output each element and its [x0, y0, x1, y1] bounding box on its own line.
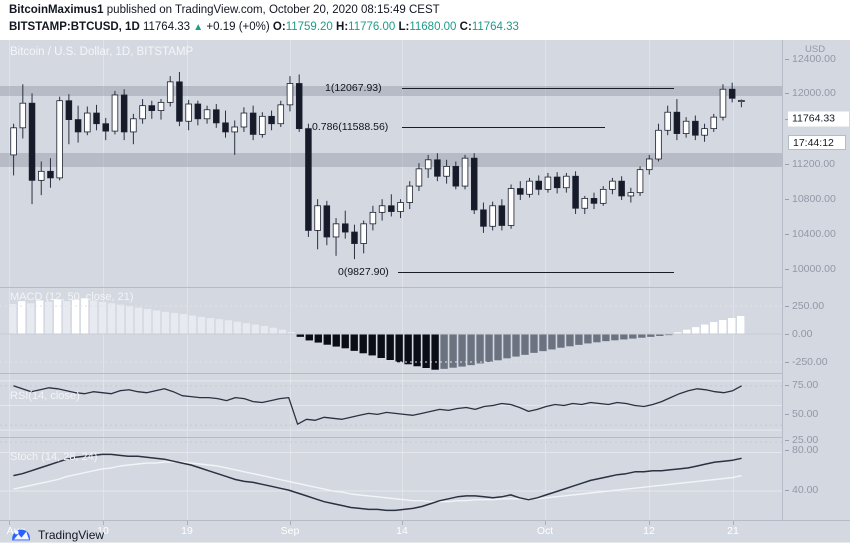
stochastic-line-series [0, 441, 782, 512]
vertical-gridline [103, 40, 104, 520]
chart-plot-area[interactable]: Bitcoin / U.S. Dollar, 1D, BITSTAMP 1(12… [0, 40, 782, 520]
rsi-tick-label: 25.00 [792, 434, 819, 446]
chart-header: BitcoinMaximus1 published on TradingView… [0, 0, 850, 40]
price-change: +0.19 (+0%) [206, 21, 270, 33]
fib-label-0786: 0.786(11588.56) [312, 121, 389, 133]
high-label: H: [336, 21, 349, 33]
low-value: 11680.00 [409, 21, 457, 33]
macd-tick-label: -250.00 [792, 356, 828, 368]
axis-tick [785, 269, 789, 270]
pane-separator-rsi [0, 373, 782, 374]
low-label: L: [398, 21, 410, 33]
axis-tick [785, 59, 789, 60]
rsi-tick-label: 50.00 [792, 408, 819, 420]
quote-line: BITSTAMP:BTCUSD, 1D 11764.33 ▲ +0.19 (+0… [9, 21, 519, 33]
publication-meta: published on TradingView.com, October 20… [106, 4, 440, 16]
time-tick [9, 521, 10, 525]
candlestick-series [10, 72, 745, 260]
time-tick [290, 521, 291, 525]
macd-histogram [0, 298, 782, 370]
axis-tick [785, 362, 789, 363]
axis-tick [785, 199, 789, 200]
vertical-gridline [402, 40, 403, 520]
fib-line-1 [402, 88, 674, 89]
axis-tick [785, 334, 789, 335]
price-tick-label: 12400.00 [792, 53, 836, 65]
change-arrow-icon: ▲ [193, 22, 204, 33]
time-tick-label: Sep [280, 525, 300, 537]
macd-tick-label: 250.00 [792, 300, 825, 312]
tradingview-wordmark: TradingView [38, 528, 105, 542]
fib-line-0 [398, 272, 674, 273]
vertical-gridline [545, 40, 546, 520]
vertical-gridline [649, 40, 650, 520]
pane-separator-stoch [0, 437, 782, 438]
price-tick-label: 10800.00 [792, 193, 836, 205]
axis-tick [785, 93, 789, 94]
stoch-tick-label: 80.00 [792, 444, 819, 456]
time-tick-label: 21 [727, 525, 739, 537]
fib-label-0: 0(9827.90) [338, 266, 389, 278]
price-unit-label: USD [805, 44, 826, 55]
time-scale[interactable]: Aug 10 19 Sep 14 Oct 12 21 [0, 520, 850, 542]
time-tick-label: 10 [97, 525, 109, 537]
price-tick-label: 11200.00 [792, 158, 836, 170]
supply-zone-lower [0, 153, 782, 167]
axis-tick [785, 490, 789, 491]
current-price-tag: 11764.33 [788, 111, 849, 127]
time-tick [649, 521, 650, 525]
time-tick [733, 521, 734, 525]
chart-title: Bitcoin / U.S. Dollar, 1D, BITSTAMP [10, 46, 194, 58]
rsi-indicator-label[interactable]: RSI(14, close) [10, 390, 80, 402]
tradingview-logo-icon [12, 529, 30, 541]
axis-tick [785, 306, 789, 307]
macd-indicator-label[interactable]: MACD (12, 50, close, 21) [10, 291, 134, 303]
time-tick [545, 521, 546, 525]
time-tick [402, 521, 403, 525]
vertical-gridline [733, 40, 734, 520]
axis-tick [785, 440, 789, 441]
supply-zone-upper [0, 86, 782, 96]
axis-tick [785, 414, 789, 415]
time-tick-label: 12 [643, 525, 655, 537]
vertical-gridline [187, 40, 188, 520]
open-label: O: [272, 21, 286, 33]
time-tick [103, 521, 104, 525]
symbol-label: BITSTAMP:BTCUSD, 1D [9, 21, 140, 33]
axis-tick [785, 385, 789, 386]
bar-countdown-tag: 17:44:12 [788, 135, 846, 150]
tradingview-branding[interactable]: TradingView [10, 527, 104, 543]
chart-frame[interactable]: Bitcoin / U.S. Dollar, 1D, BITSTAMP 1(12… [0, 40, 850, 520]
publication-line: BitcoinMaximus1 published on TradingView… [9, 4, 440, 16]
author-name: BitcoinMaximus1 [9, 4, 104, 16]
axis-tick [785, 234, 789, 235]
chart-footer: TradingView [0, 528, 850, 557]
fib-line-0786 [402, 127, 605, 128]
fib-label-1: 1(12067.93) [325, 82, 382, 94]
time-tick [187, 521, 188, 525]
time-tick-label: 19 [181, 525, 193, 537]
rsi-tick-label: 75.00 [792, 379, 819, 391]
time-tick-label: Oct [536, 525, 554, 537]
stoch-indicator-label[interactable]: Stoch (14, 28, 24) [10, 451, 98, 463]
high-value: 11776.00 [348, 21, 396, 33]
vertical-gridline [9, 40, 10, 520]
pane-separator-macd [0, 287, 782, 288]
price-tick-label: 10400.00 [792, 228, 836, 240]
open-value: 11759.20 [285, 21, 333, 33]
close-value: 11764.33 [471, 21, 519, 33]
time-tick-label: 14 [396, 525, 408, 537]
last-price: 11764.33 [142, 21, 191, 33]
price-tick-label: 12000.00 [792, 87, 836, 99]
axis-tick [785, 164, 789, 165]
axis-tick [785, 450, 789, 451]
macd-tick-label: 0.00 [792, 328, 813, 340]
rsi-line-series [0, 380, 782, 431]
price-tick-label: 10000.00 [792, 263, 836, 275]
axis-tick [785, 119, 789, 120]
stoch-tick-label: 40.00 [792, 484, 819, 496]
price-scale[interactable]: USD 12400.00 12000.00 11764.33 17:44:12 … [782, 40, 850, 520]
vertical-gridline [290, 40, 291, 520]
close-label: C: [459, 21, 472, 33]
